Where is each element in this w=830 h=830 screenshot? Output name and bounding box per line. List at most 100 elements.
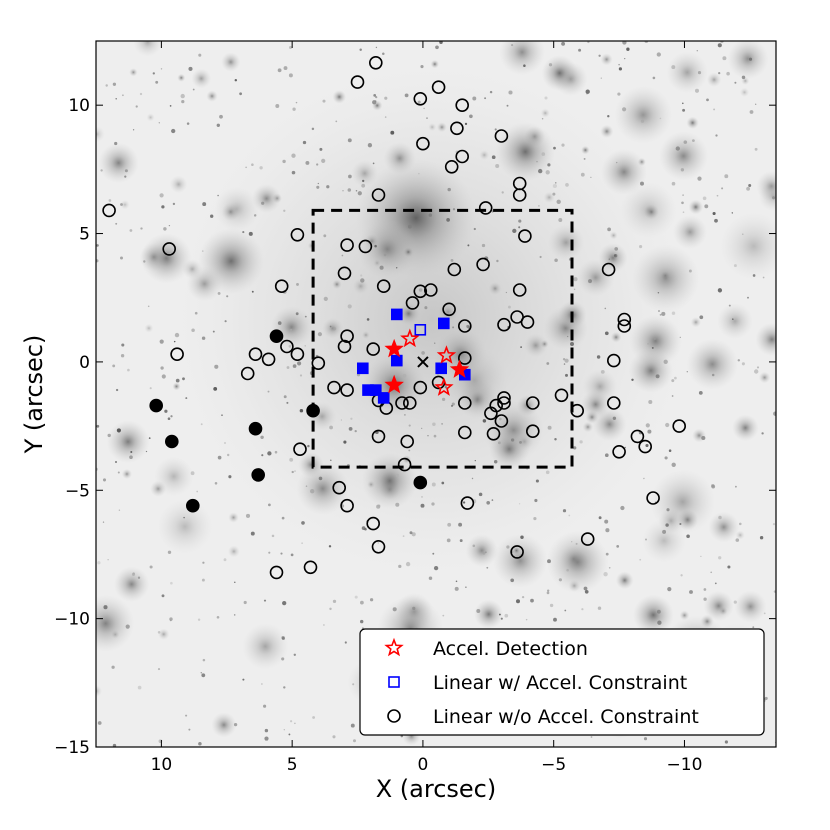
sky-star-dot bbox=[712, 211, 716, 216]
sky-star-glow bbox=[706, 72, 722, 87]
sky-star-dot bbox=[493, 460, 498, 464]
sky-star-dot bbox=[217, 291, 221, 295]
sky-star-dot bbox=[694, 88, 700, 93]
sky-star-dot bbox=[131, 572, 136, 576]
sky-star-dot bbox=[715, 134, 718, 137]
sky-star-dot bbox=[297, 361, 302, 366]
sky-star-dot bbox=[398, 564, 402, 569]
sky-star-dot bbox=[674, 376, 677, 380]
sky-star-glow bbox=[373, 259, 382, 267]
sky-star-dot bbox=[714, 218, 718, 223]
sky-star-dot bbox=[547, 163, 551, 167]
sky-star-dot bbox=[681, 201, 684, 205]
sky-star-dot bbox=[228, 475, 232, 479]
sky-star-dot bbox=[714, 582, 717, 585]
sky-star-dot bbox=[143, 260, 146, 263]
sky-star-dot bbox=[697, 176, 702, 181]
unconstrained-circle-point bbox=[484, 406, 498, 421]
sky-star-dot bbox=[120, 256, 123, 260]
sky-star-dot bbox=[553, 617, 557, 622]
sky-star-dot bbox=[607, 115, 610, 118]
sky-star-dot bbox=[682, 211, 685, 214]
sky-star-dot bbox=[659, 313, 662, 316]
sky-star-dot bbox=[717, 288, 723, 293]
sky-star-dot bbox=[139, 92, 143, 96]
unconstrained-circle-point bbox=[402, 396, 417, 410]
sky-star-glow bbox=[113, 566, 150, 602]
sky-star-dot bbox=[283, 729, 285, 731]
sky-star-dot bbox=[505, 291, 508, 294]
sky-star-dot bbox=[145, 450, 148, 453]
sky-star-dot bbox=[749, 110, 754, 114]
sky-star-dot bbox=[295, 101, 298, 104]
sky-star-dot bbox=[631, 378, 634, 382]
sky-star-dot bbox=[307, 444, 310, 448]
sky-star-dot bbox=[498, 417, 502, 421]
sky-star-dot bbox=[447, 187, 451, 192]
sky-star-glow bbox=[700, 614, 714, 629]
sky-star-dot bbox=[160, 366, 164, 370]
legend-label-linear-without-constraint: Linear w/o Accel. Constraint bbox=[433, 706, 699, 728]
sky-star-dot bbox=[197, 618, 201, 621]
sky-star-dot bbox=[626, 47, 630, 51]
sky-star-dot bbox=[268, 551, 271, 554]
sky-star-dot bbox=[107, 433, 111, 438]
sky-star-dot bbox=[494, 128, 497, 131]
sky-star-glow bbox=[383, 142, 416, 175]
sky-star-glow bbox=[465, 534, 498, 567]
sky-star-dot bbox=[341, 254, 344, 257]
sky-star-dot bbox=[706, 98, 709, 102]
sky-star-dot bbox=[201, 673, 206, 678]
x-tick-label: 5 bbox=[287, 755, 298, 775]
sky-star-glow bbox=[650, 469, 716, 535]
sky-star-dot bbox=[752, 274, 756, 277]
sky-star-dot bbox=[132, 129, 135, 131]
unconstrained-circle-point bbox=[442, 302, 456, 317]
sky-star-dot bbox=[201, 336, 206, 340]
sky-star-dot bbox=[418, 173, 420, 175]
sky-star-dot bbox=[402, 373, 407, 378]
sky-star-dot bbox=[659, 117, 662, 120]
sky-star-dot bbox=[671, 395, 674, 397]
sky-star-glow bbox=[296, 462, 350, 515]
y-tick-label: 10 bbox=[68, 96, 90, 116]
unconstrained-circle-point bbox=[457, 425, 472, 440]
sky-star-dot bbox=[506, 545, 510, 549]
sky-star-glow bbox=[133, 41, 163, 57]
sky-star-dot bbox=[643, 477, 645, 480]
sky-star-dot bbox=[112, 82, 117, 86]
sky-star-dot bbox=[157, 631, 161, 634]
unconstrained-circle-point bbox=[149, 398, 163, 413]
sky-star-dot bbox=[746, 186, 751, 191]
sky-star-dot bbox=[545, 170, 550, 175]
sky-star-dot bbox=[451, 402, 455, 406]
sky-star-dot bbox=[558, 218, 563, 222]
sky-star-dot bbox=[317, 182, 319, 185]
sky-star-glow bbox=[177, 73, 186, 82]
sky-star-dot bbox=[651, 346, 654, 349]
sky-star-dot bbox=[120, 203, 123, 206]
sky-star-dot bbox=[536, 160, 538, 163]
sky-star-glow bbox=[158, 628, 170, 640]
sky-star-dot bbox=[395, 502, 400, 507]
sky-star-dot bbox=[734, 81, 737, 84]
unconstrained-circle-point bbox=[280, 339, 294, 354]
unconstrained-circle-point bbox=[248, 347, 263, 362]
sky-star-dot bbox=[686, 534, 690, 539]
unconstrained-circle-point bbox=[423, 283, 438, 297]
sky-star-dot bbox=[718, 556, 722, 560]
unconstrained-circle-point bbox=[606, 396, 621, 410]
sky-star-dot bbox=[564, 358, 569, 363]
sky-star-dot bbox=[161, 205, 165, 209]
sky-star-dot bbox=[164, 409, 168, 413]
sky-star-glow bbox=[610, 331, 622, 343]
legend: Accel. Detection Linear w/ Accel. Constr… bbox=[359, 628, 765, 736]
sky-star-dot bbox=[158, 122, 160, 124]
unconstrained-circle-point bbox=[170, 347, 184, 362]
unconstrained-circle-point bbox=[332, 480, 347, 495]
sky-star-dot bbox=[198, 53, 202, 57]
sky-star-dot bbox=[329, 325, 332, 328]
sky-star-dot bbox=[722, 56, 727, 61]
sky-star-dot bbox=[598, 516, 602, 520]
sky-star-dot bbox=[96, 259, 99, 263]
